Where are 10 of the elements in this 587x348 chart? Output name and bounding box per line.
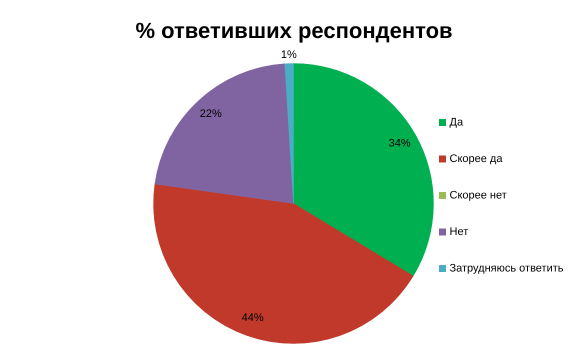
legend-label: Затрудняюсь ответить <box>450 262 564 274</box>
data-label: 34% <box>388 138 411 150</box>
data-label: 22% <box>200 108 222 120</box>
data-label: 1% <box>280 49 298 62</box>
legend-label: Скорее нет <box>450 190 507 202</box>
legend-label: Да <box>450 116 464 128</box>
data-label: 44% <box>242 312 264 324</box>
legend-label: Скорее да <box>450 153 504 165</box>
legend-label: Нет <box>450 226 468 238</box>
chart-title: % ответивших респондентов <box>135 18 453 43</box>
